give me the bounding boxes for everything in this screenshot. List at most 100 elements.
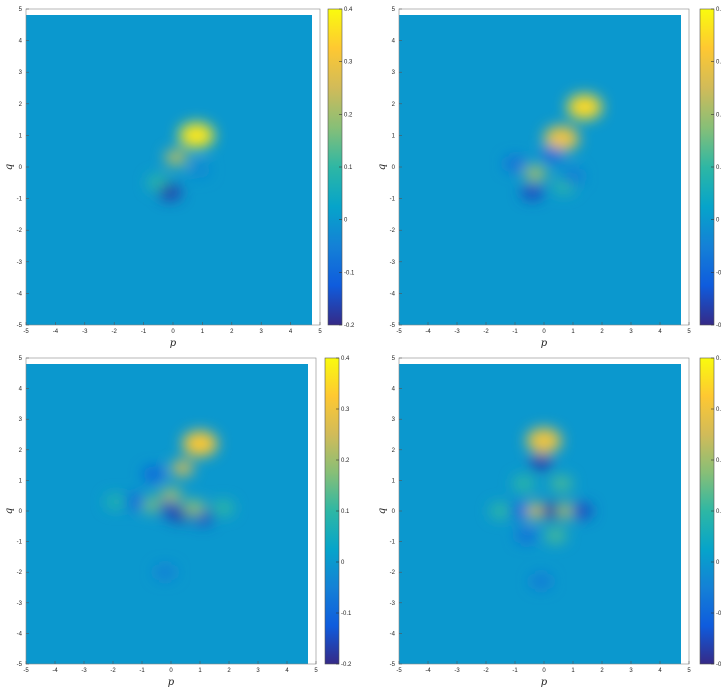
heatmap-feature bbox=[524, 165, 547, 182]
heatmap-feature bbox=[164, 149, 188, 166]
heatmap-panel-4: -5 -4 -3 -2 -1 0 1 2 3 4 5543210-1-2-3-4-5pq0.0.0.… bbox=[377, 356, 721, 688]
x-tick-label: -4 bbox=[425, 668, 431, 674]
y-tick-label: 5 bbox=[392, 7, 396, 13]
y-tick-label: -1 bbox=[17, 197, 23, 203]
y-tick-label: 4 bbox=[19, 39, 23, 45]
colorbar-tick-label: 0.1 bbox=[341, 509, 350, 515]
y-tick-label: -4 bbox=[390, 291, 396, 297]
heatmap-feature bbox=[526, 427, 562, 454]
heatmap-background bbox=[26, 15, 312, 325]
colorbar-tick-label: 0. bbox=[716, 356, 721, 362]
x-tick-label: -2 bbox=[112, 329, 118, 335]
y-tick-label: 1 bbox=[19, 133, 23, 139]
colorbar-tick-label: 0. bbox=[716, 509, 721, 515]
heatmap-feature bbox=[122, 493, 145, 510]
y-tick-label: -5 bbox=[17, 662, 23, 668]
colorbar-tick-label: 0.3 bbox=[344, 60, 353, 66]
y-tick-label: -1 bbox=[390, 540, 396, 546]
y-tick-label: -1 bbox=[17, 540, 23, 546]
x-axis-label: p bbox=[541, 338, 548, 349]
y-tick-label: 2 bbox=[392, 102, 396, 108]
colorbar-tick-label: 0.2 bbox=[344, 112, 353, 118]
y-tick-label: 3 bbox=[19, 70, 23, 76]
heatmap-feature bbox=[178, 122, 215, 149]
colorbar-tick-label: 0. bbox=[716, 112, 721, 118]
y-tick-label: -2 bbox=[17, 228, 23, 234]
y-axis-label: q bbox=[377, 508, 388, 514]
y-axis-label: q bbox=[4, 164, 15, 170]
x-tick-label: -1 bbox=[512, 329, 518, 335]
y-tick-label: 2 bbox=[19, 448, 23, 454]
heatmap-feature bbox=[159, 487, 183, 504]
y-axis-label: q bbox=[4, 508, 15, 514]
y-tick-label: -3 bbox=[390, 601, 396, 607]
heatmap-feature bbox=[541, 146, 564, 163]
x-tick-label: -1 bbox=[141, 329, 147, 335]
y-tick-label: -3 bbox=[17, 260, 23, 266]
colorbar-tick-label: 0. bbox=[716, 165, 721, 171]
heatmap-feature bbox=[512, 475, 535, 492]
x-tick-label: 2 bbox=[600, 668, 604, 674]
colorbar-tick-label: 0.1 bbox=[344, 165, 353, 171]
x-tick-label: 5 bbox=[687, 329, 691, 335]
x-tick-label: 2 bbox=[227, 668, 231, 674]
x-tick-label: 3 bbox=[629, 668, 633, 674]
heatmap-feature bbox=[489, 502, 512, 520]
y-tick-label: 4 bbox=[392, 387, 396, 393]
colorbar-tick-label: -0 bbox=[716, 323, 721, 329]
colorbar: 0. 0. 0. 0. 0 -0 -0 bbox=[699, 356, 721, 668]
colorbar-tick-label: 0.4 bbox=[344, 7, 353, 13]
colorbar: 0. 0. 0. 0. 0 -0 -0 bbox=[699, 7, 721, 329]
colorbar: 0.4 0.3 0.2 0.1 0 -0.1 -0.2 bbox=[327, 7, 355, 329]
heatmap-feature bbox=[550, 475, 573, 492]
y-tick-label: 5 bbox=[19, 7, 23, 13]
x-tick-label: -1 bbox=[139, 668, 145, 674]
x-tick-label: 1 bbox=[201, 329, 205, 335]
colorbar-tick-label: 0 bbox=[716, 218, 720, 224]
x-axis-label: p bbox=[541, 677, 548, 688]
colorbar-tick-label: -0.1 bbox=[344, 270, 355, 276]
y-tick-label: -4 bbox=[390, 631, 396, 637]
heatmap-panel-2: -5 -4 -3 -2 -1 0 1 2 3 4 5543210-1-2-3-4-5pq0.0.0.… bbox=[377, 7, 721, 349]
x-tick-label: -5 bbox=[396, 329, 402, 335]
y-tick-label: -3 bbox=[17, 601, 23, 607]
heatmap-feature bbox=[142, 466, 165, 483]
y-tick-label: 2 bbox=[19, 102, 23, 108]
y-tick-label: -2 bbox=[390, 228, 396, 234]
heatmap-feature bbox=[183, 499, 206, 517]
heatmap-feature bbox=[212, 499, 235, 517]
colorbar-tick-label: -0.1 bbox=[341, 611, 352, 617]
y-tick-label: 1 bbox=[392, 478, 396, 484]
heatmap-feature bbox=[561, 168, 585, 185]
heatmap-panel-3: -5 -4 -3 -2 -1 0 1 2 3 4 5 5 4 3 2 1 0 -1 -2 -3 -4 -5 p q 0.4 0.3… bbox=[4, 356, 352, 688]
x-tick-label: 4 bbox=[285, 668, 289, 674]
x-tick-label: 0 bbox=[169, 668, 173, 674]
y-tick-label: -5 bbox=[390, 662, 396, 668]
x-tick-label: 4 bbox=[289, 329, 293, 335]
colorbar-tick-label: 0 bbox=[344, 218, 348, 224]
colorbar-tick-label: 0. bbox=[716, 458, 721, 464]
x-axis-label: p bbox=[168, 677, 175, 688]
heatmap-feature bbox=[154, 564, 177, 581]
y-tick-label: 2 bbox=[392, 448, 396, 454]
y-tick-label: -2 bbox=[390, 570, 396, 576]
y-tick-label: 3 bbox=[392, 417, 396, 423]
heatmap-feature bbox=[529, 453, 553, 471]
x-tick-label: -3 bbox=[81, 668, 87, 674]
heatmap-feature bbox=[503, 155, 527, 172]
x-tick-label: -3 bbox=[454, 668, 460, 674]
heatmap-feature bbox=[158, 184, 182, 201]
colorbar-tick-label: -0.2 bbox=[344, 323, 355, 329]
x-tick-label: -4 bbox=[425, 329, 431, 335]
x-tick-label: -3 bbox=[454, 329, 460, 335]
heatmap-feature bbox=[529, 573, 553, 590]
heatmap-feature bbox=[567, 94, 603, 120]
x-tick-label: 1 bbox=[198, 668, 202, 674]
y-tick-label: 0 bbox=[392, 509, 396, 515]
x-tick-label: 0 bbox=[542, 329, 546, 335]
y-axis-label: q bbox=[377, 164, 388, 170]
colorbar-tick-label: 0.2 bbox=[341, 458, 350, 464]
y-tick-label: 1 bbox=[19, 478, 23, 484]
x-tick-label: -2 bbox=[110, 668, 116, 674]
